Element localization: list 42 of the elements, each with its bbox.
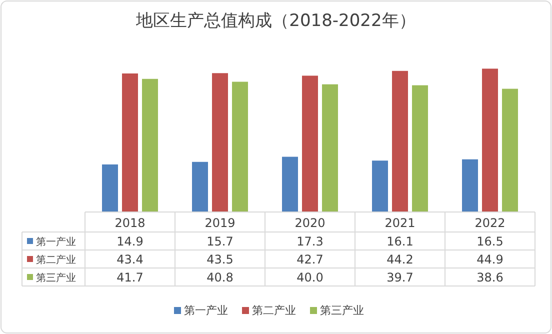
data-label: 43.4 [116, 252, 144, 266]
x-tick-label: 2019 [204, 216, 236, 230]
bar [142, 78, 158, 212]
bar [462, 159, 478, 212]
bar [232, 82, 248, 212]
bar [282, 156, 298, 212]
data-label: 41.7 [116, 270, 144, 284]
bar [192, 162, 208, 212]
bar [482, 68, 498, 212]
data-label: 43.5 [206, 252, 234, 266]
data-label: 40.0 [296, 270, 324, 284]
data-label: 16.5 [476, 234, 504, 248]
x-tick-label: 2020 [294, 216, 326, 230]
bar [102, 164, 118, 212]
bar [412, 85, 428, 212]
data-label: 42.7 [296, 252, 324, 266]
data-label: 44.2 [386, 252, 414, 266]
data-label: 17.3 [296, 234, 324, 248]
x-tick-label: 2021 [384, 216, 416, 230]
data-label: 16.1 [386, 234, 414, 248]
text: 第二产业 [252, 304, 296, 317]
data-label: 40.8 [206, 270, 234, 284]
data-label: 14.9 [116, 234, 144, 248]
bar [212, 73, 228, 212]
bar [322, 84, 338, 212]
bar [122, 73, 138, 212]
data-label: 38.6 [476, 270, 504, 284]
x-tick-label: 2018 [114, 216, 146, 230]
text: 第一产业 [184, 304, 228, 317]
chart-title: 地区生产总值构成（2018-2022年） [135, 11, 416, 31]
legend-label: 第二产业 [36, 254, 76, 266]
x-tick-label: 2022 [474, 216, 506, 230]
text: 第三产业 [320, 304, 364, 317]
bar [502, 88, 518, 212]
bar [392, 70, 408, 212]
data-label: 15.7 [206, 234, 234, 248]
legend-label: 第三产业 [36, 272, 76, 284]
legend-label: 第一产业 [36, 236, 76, 248]
bar [302, 76, 318, 212]
bar [372, 160, 388, 212]
data-label: 39.7 [386, 270, 414, 284]
data-label: 44.9 [476, 252, 504, 266]
